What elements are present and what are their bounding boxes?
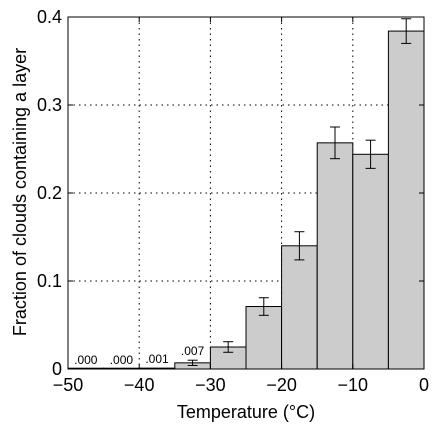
histogram-bar (387, 30, 425, 370)
error-bar (330, 126, 340, 160)
y-tick-label: 0 (52, 359, 62, 379)
bar-value-label: .001 (145, 352, 169, 366)
error-bar (223, 341, 234, 353)
y-axis-title: Fraction of clouds containing a layer (10, 48, 30, 336)
histogram-bar (352, 153, 389, 370)
x-tick-label: −10 (338, 375, 369, 395)
histogram-bar (245, 306, 283, 370)
x-tick-label: −20 (266, 375, 297, 395)
error-bar (294, 231, 305, 261)
y-tick-label: 0.2 (37, 183, 62, 203)
error-bar (258, 297, 269, 316)
error-bar (365, 139, 376, 169)
x-ticks: −50 −40 −30 −20 −10 0 (53, 17, 429, 395)
x-tick-label: −50 (53, 375, 84, 395)
bar-value-label: .007 (181, 344, 205, 358)
x-tick-label: −30 (195, 375, 226, 395)
y-ticks: 0 0.1 0.2 0.3 0.4 (37, 7, 424, 379)
bars (67, 30, 425, 370)
x-axis-title: Temperature (°C) (177, 402, 315, 422)
histogram-bar (281, 245, 318, 370)
x-tick-label: −40 (124, 375, 155, 395)
bar-value-label: .000 (74, 353, 98, 367)
bar-value-label: .000 (110, 353, 134, 367)
error-bars (187, 18, 412, 366)
error-bar (401, 18, 412, 44)
y-tick-label: 0.4 (37, 7, 62, 27)
error-bar (187, 359, 198, 366)
y-tick-label: 0.3 (37, 95, 62, 115)
histogram-bar (316, 142, 354, 370)
data-labels: .000 .000 .001 .007 (74, 344, 204, 367)
x-tick-label: 0 (419, 375, 429, 395)
y-tick-label: 0.1 (37, 271, 62, 291)
